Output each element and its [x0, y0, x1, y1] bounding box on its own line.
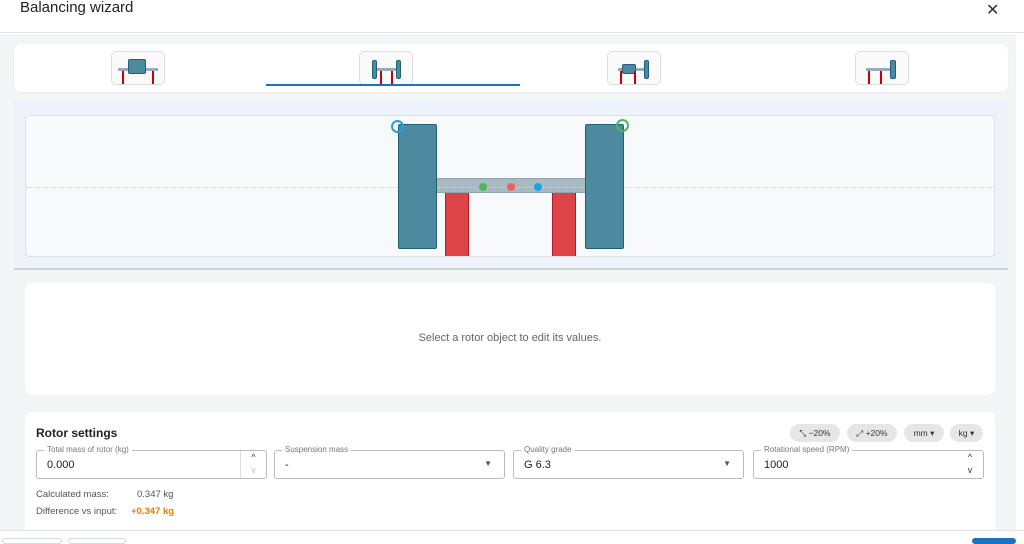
left-correction-plane-handle[interactable] [391, 120, 404, 133]
caret-down-icon: ▼ [723, 459, 731, 468]
rotational-speed-input[interactable]: Rotational speed (RPM) 1000 ^ v [753, 445, 984, 479]
expand-icon: ⤢ [856, 428, 864, 438]
decrement-icon[interactable]: v [967, 465, 973, 475]
tab-double-disc-outside[interactable] [262, 44, 520, 92]
difference-label: Difference vs input: [36, 506, 118, 517]
increment-icon[interactable]: ^ [251, 452, 256, 462]
footer-button[interactable] [68, 538, 126, 544]
caret-down-icon: ▾ [930, 428, 935, 438]
rotor-center-disc-icon [111, 51, 165, 85]
right-disc[interactable] [585, 124, 624, 249]
scale-down-button[interactable]: ⤡ −20% [790, 424, 840, 442]
difference-value: +0.347 kg [131, 506, 175, 517]
left-plane-marker[interactable] [534, 183, 542, 191]
shrink-icon: ⤡ [799, 428, 807, 438]
active-tab-indicator [266, 84, 520, 86]
caret-down-icon: ▾ [970, 428, 975, 438]
rotor-settings-title: Rotor settings [36, 426, 118, 440]
close-icon[interactable]: ✕ [986, 2, 1000, 19]
right-plane-marker[interactable] [479, 183, 487, 191]
left-support[interactable] [445, 192, 469, 256]
dialog-footer [0, 530, 1024, 541]
rotor-overhung-single-disc-icon [855, 51, 909, 85]
right-correction-plane-handle[interactable] [616, 119, 629, 132]
dialog-title: Balancing wizard [20, 0, 134, 16]
increment-icon[interactable]: ^ [967, 452, 973, 462]
object-editor-card: Select a rotor object to edit its values… [25, 283, 995, 395]
primary-footer-button[interactable] [972, 538, 1016, 544]
tab-overhung-two-disc[interactable] [510, 44, 758, 92]
suspension-mass-select[interactable]: Suspension mass - ▼ [274, 445, 505, 479]
calculated-mass-value: 0.347 kg [137, 489, 174, 500]
decrement-icon[interactable]: v [251, 465, 256, 475]
footer-button[interactable] [2, 538, 62, 544]
rotor-overhung-two-disc-icon [607, 51, 661, 85]
caret-down-icon: ▼ [484, 459, 492, 468]
tab-single-disc-center[interactable] [14, 44, 262, 92]
empty-selection-message: Select a rotor object to edit its values… [418, 332, 602, 344]
rotor-type-tabs [14, 44, 1008, 92]
dialog-titlebar: Balancing wizard ✕ [0, 0, 1024, 33]
quality-grade-select[interactable]: Quality grade G 6.3 ▼ [513, 445, 744, 479]
tab-overhung-single-disc[interactable] [758, 44, 1006, 92]
total-mass-input[interactable]: Total mass of rotor (kg) 0.000 ^ v [36, 445, 267, 479]
length-unit-select[interactable]: mm ▾ [904, 424, 944, 442]
mass-unit-select[interactable]: kg ▾ [950, 424, 983, 442]
calculated-mass-label: Calculated mass: [36, 489, 109, 500]
rotor-settings-card: Rotor settings ⤡ −20% ⤢ +20% mm ▾ kg ▾ T… [25, 412, 995, 530]
rotor-two-outer-discs-icon [359, 51, 413, 85]
left-disc[interactable] [398, 124, 437, 249]
center-of-mass-marker[interactable] [507, 183, 515, 191]
right-support[interactable] [552, 192, 576, 256]
scale-up-button[interactable]: ⤢ +20% [847, 424, 897, 442]
